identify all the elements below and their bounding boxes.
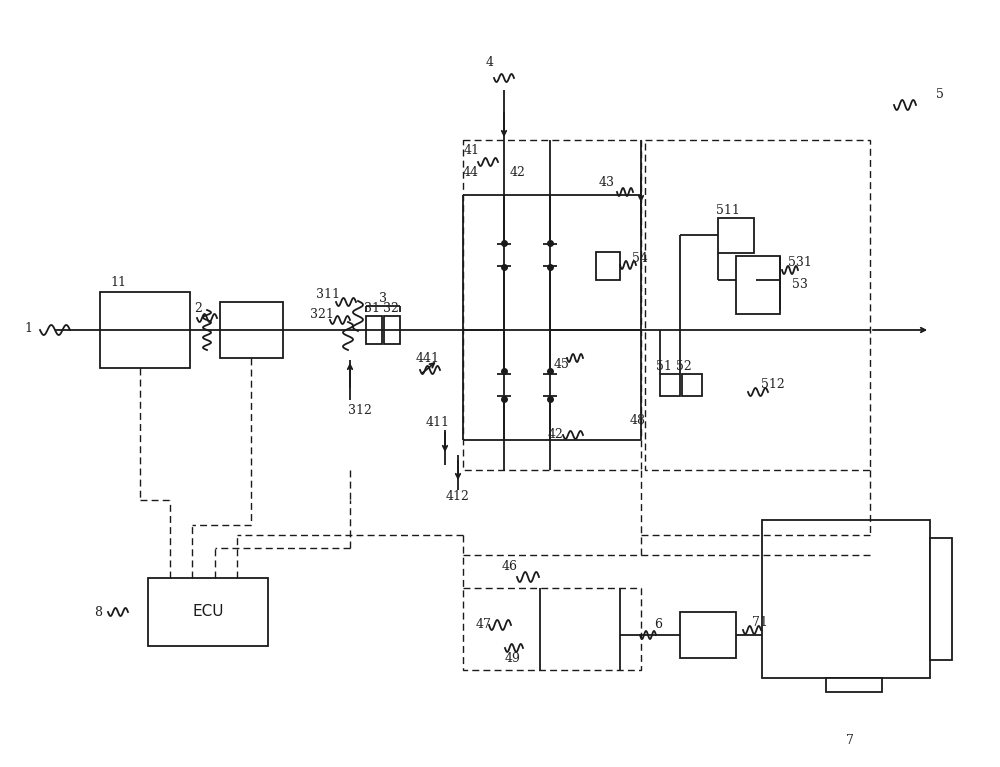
Text: 441: 441 [416,351,440,364]
Bar [645,140,870,470]
Bar [826,678,882,692]
Text: 1: 1 [24,321,32,334]
Bar [660,374,680,396]
Text: 42: 42 [548,429,564,442]
Text: 11: 11 [110,275,126,288]
Bar [762,520,930,678]
Text: 32: 32 [383,301,399,314]
Text: 312: 312 [348,403,372,416]
Text: 531: 531 [788,255,812,268]
Text: 43: 43 [599,176,615,189]
Text: 49: 49 [505,651,521,664]
Text: 2: 2 [194,301,202,314]
Bar [736,256,780,314]
Text: 8: 8 [94,605,102,618]
Text: 54: 54 [632,252,648,265]
Text: 52: 52 [676,360,692,373]
Text: 411: 411 [426,416,450,430]
Text: 46: 46 [502,561,518,574]
Text: 44: 44 [463,166,479,179]
Text: 42: 42 [510,166,526,179]
Text: 6: 6 [654,618,662,631]
Bar [100,292,190,368]
Bar [463,140,641,470]
Text: 4: 4 [486,57,494,70]
Bar [366,316,382,344]
Bar [220,302,283,358]
Text: 53: 53 [792,278,808,291]
Text: 321: 321 [310,308,334,321]
Text: 7: 7 [846,733,854,746]
Bar [680,612,736,658]
Text: ECU: ECU [192,604,224,620]
Text: 311: 311 [316,288,340,301]
Text: 48: 48 [630,413,646,426]
Bar [384,316,400,344]
Bar [463,588,641,670]
Text: 47: 47 [476,618,492,631]
Bar [682,374,702,396]
Text: 512: 512 [761,378,785,391]
Text: 412: 412 [446,491,470,503]
Text: 3: 3 [379,291,387,304]
Bar [596,252,620,280]
Text: 511: 511 [716,203,740,216]
Bar [930,538,952,660]
Text: 51: 51 [656,360,672,373]
Bar [148,578,268,646]
Text: 45: 45 [554,358,570,371]
Bar [718,218,754,253]
Text: 31: 31 [364,301,380,314]
Text: 41: 41 [464,144,480,157]
Text: 5: 5 [936,88,944,101]
Text: 71: 71 [752,617,768,630]
